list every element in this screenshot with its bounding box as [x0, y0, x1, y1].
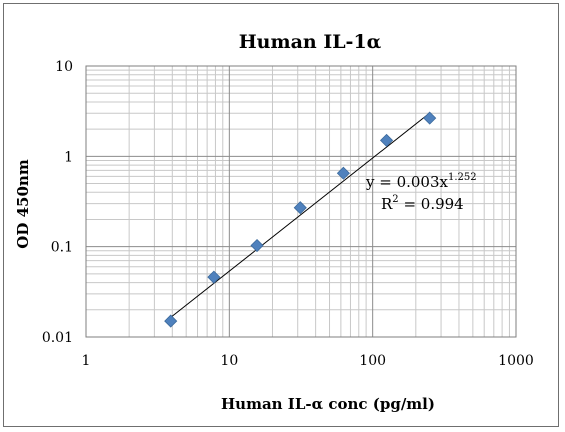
gridlines	[85, 65, 517, 338]
data-points	[164, 111, 437, 328]
plot-area	[85, 65, 517, 338]
data-point	[423, 111, 437, 125]
x-tick-label: 100	[359, 353, 386, 369]
chart-title: Human IL-1α	[239, 31, 382, 53]
data-point	[379, 133, 394, 147]
y-tick-label: 0.1	[51, 240, 73, 256]
r-squared-label: R2 = 0.994	[381, 194, 464, 213]
y-tick-label: 1	[64, 149, 73, 165]
y-tick-label: 0.01	[42, 330, 73, 346]
data-point	[336, 166, 350, 180]
x-tick-label: 1	[82, 353, 91, 369]
data-point	[164, 314, 178, 328]
x-tick-label: 10	[220, 353, 238, 369]
x-axis-label: Human IL-α conc (pg/ml)	[221, 395, 435, 413]
chart-frame: Human IL-1α 0.01 0.1 1 10 1 10 100 1000 Human …	[3, 3, 559, 427]
trendline-equation: y = 0.003x1.252	[365, 172, 477, 191]
y-axis-label: OD 450nm	[14, 159, 32, 249]
y-tick-label: 10	[55, 59, 73, 75]
x-axis: 1 10 100 1000	[82, 353, 534, 369]
data-point	[207, 270, 221, 284]
x-tick-label: 1000	[498, 353, 534, 369]
data-point	[250, 238, 264, 253]
y-axis: 0.01 0.1 1 10	[42, 59, 73, 346]
scatter-chart: Human IL-1α 0.01 0.1 1 10 1 10 100 1000 Human …	[14, 31, 534, 413]
data-point	[293, 201, 307, 215]
power-trendline	[170, 112, 431, 318]
